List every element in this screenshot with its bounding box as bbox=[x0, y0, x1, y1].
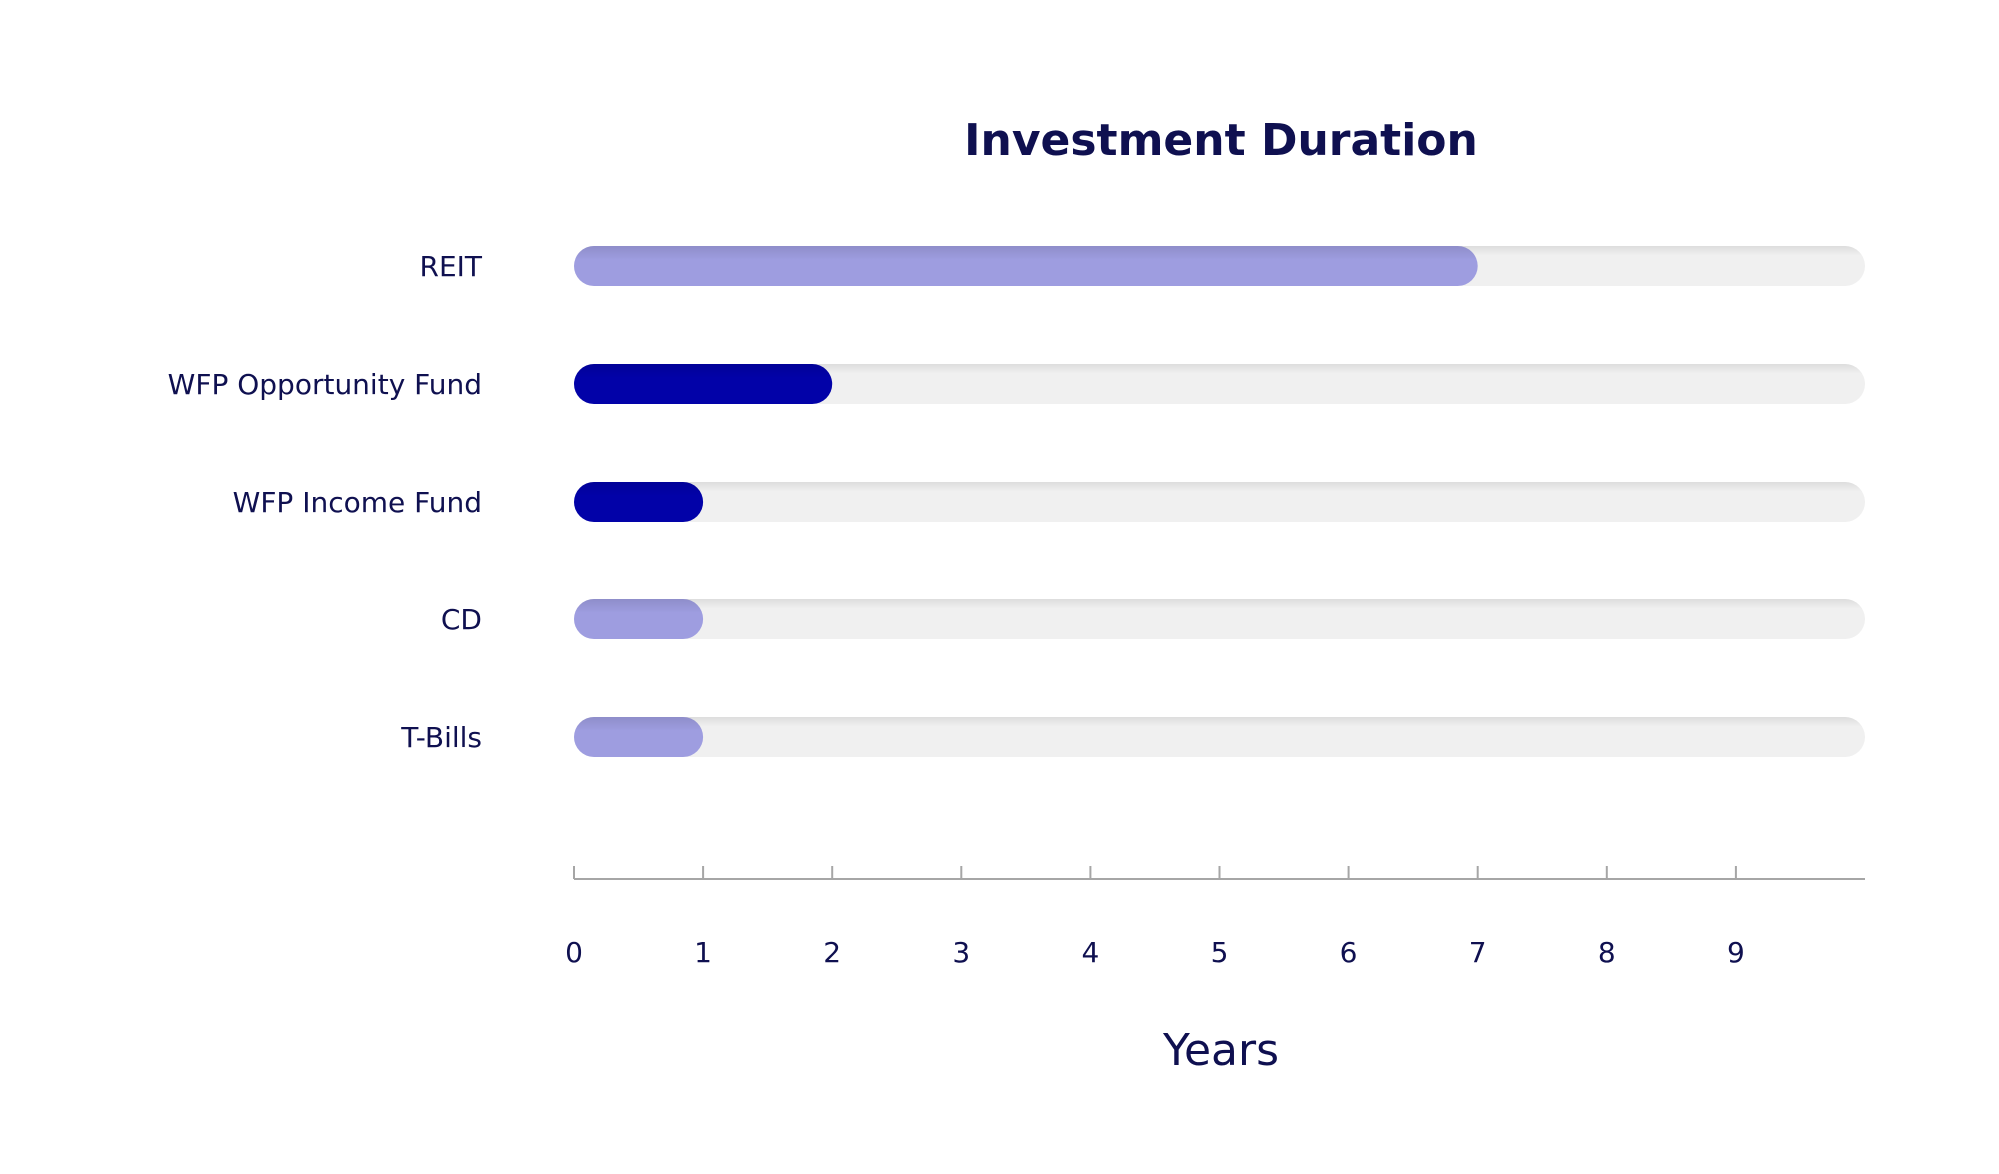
category-label-4: T-Bills bbox=[400, 721, 482, 754]
bar-track-shade-1 bbox=[574, 364, 1865, 404]
x-axis-ticks bbox=[573, 866, 1737, 879]
x-tick-label-9: 9 bbox=[1727, 936, 1745, 969]
x-axis-tick-labels: 0 1 2 3 4 5 6 7 8 9 bbox=[565, 936, 1745, 969]
bar-track-shade-4 bbox=[574, 717, 1865, 757]
bar-shade-4 bbox=[574, 717, 704, 757]
x-tick-label-8: 8 bbox=[1598, 936, 1616, 969]
bar-track-shade-3 bbox=[574, 599, 1865, 639]
x-tick-label-3: 3 bbox=[952, 936, 970, 969]
x-tick-label-1: 1 bbox=[694, 936, 712, 969]
x-tick-label-6: 6 bbox=[1340, 936, 1358, 969]
x-tick-label-0: 0 bbox=[565, 936, 583, 969]
bar-shade-0 bbox=[574, 246, 1478, 286]
bar-tracks bbox=[574, 246, 1865, 757]
category-label-1: WFP Opportunity Fund bbox=[168, 368, 482, 401]
bar-shade-2 bbox=[574, 482, 704, 522]
category-label-2: WFP Income Fund bbox=[233, 486, 482, 519]
x-tick-label-5: 5 bbox=[1211, 936, 1229, 969]
x-axis-title: Years bbox=[1162, 1025, 1279, 1076]
bar-shade-3 bbox=[574, 599, 704, 639]
x-tick-label-4: 4 bbox=[1081, 936, 1099, 969]
bar-shade-1 bbox=[574, 364, 833, 404]
category-label-3: CD bbox=[441, 603, 482, 636]
chart-title: Investment Duration bbox=[964, 115, 1478, 166]
x-tick-label-2: 2 bbox=[823, 936, 841, 969]
category-label-0: REIT bbox=[419, 250, 482, 283]
x-axis: 0 1 2 3 4 5 6 7 8 9 bbox=[565, 866, 1865, 969]
bars bbox=[574, 246, 1478, 757]
bar-track-shade-2 bbox=[574, 482, 1865, 522]
x-tick-label-7: 7 bbox=[1469, 936, 1487, 969]
category-labels: REIT WFP Opportunity Fund WFP Income Fund C… bbox=[168, 250, 483, 754]
